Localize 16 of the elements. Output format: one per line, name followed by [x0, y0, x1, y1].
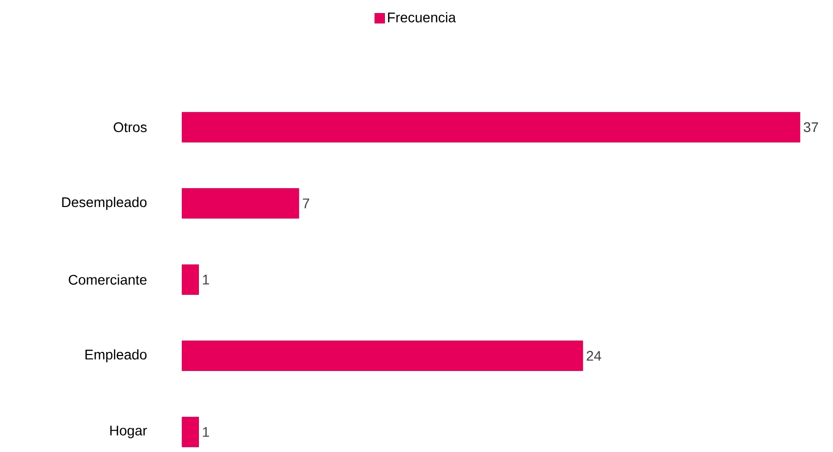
- data-label: 7: [302, 198, 310, 208]
- y-tick-label: Hogar: [110, 426, 147, 438]
- y-tick-label: Empleado: [85, 349, 147, 362]
- bar: [182, 264, 199, 295]
- data-label: 1: [202, 274, 209, 284]
- bar: [182, 112, 800, 142]
- bar: [182, 188, 300, 219]
- bar: [182, 340, 584, 371]
- data-label: 24: [586, 350, 602, 361]
- y-tick-label: Comerciante: [68, 274, 147, 285]
- y-tick-label: Desempleado: [62, 196, 147, 210]
- bar: [182, 416, 199, 448]
- data-label: 37: [804, 122, 818, 132]
- data-label: 1: [202, 427, 209, 437]
- y-tick-label: Otros: [114, 122, 147, 132]
- legend-label: Frecuencia: [388, 12, 456, 22]
